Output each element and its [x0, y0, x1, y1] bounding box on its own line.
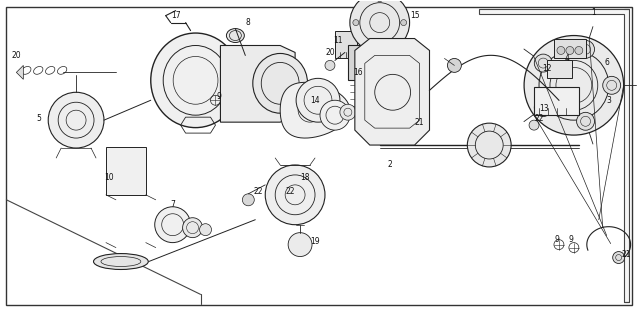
Circle shape [325, 60, 335, 70]
Text: 10: 10 [104, 174, 114, 182]
Text: 22: 22 [534, 114, 544, 123]
Circle shape [534, 54, 552, 72]
Circle shape [200, 224, 211, 236]
Circle shape [612, 252, 625, 263]
Text: 15: 15 [410, 11, 419, 20]
Circle shape [524, 35, 623, 135]
Circle shape [288, 233, 312, 257]
Circle shape [243, 194, 254, 206]
Polygon shape [280, 82, 350, 138]
Ellipse shape [227, 29, 244, 43]
Bar [547, 60, 572, 78]
Text: 9: 9 [554, 235, 559, 244]
Text: 11: 11 [333, 36, 342, 45]
Circle shape [353, 20, 359, 26]
Circle shape [557, 46, 565, 54]
Polygon shape [220, 45, 295, 122]
Text: 22: 22 [253, 187, 263, 196]
Text: 20: 20 [325, 48, 335, 57]
Text: 5: 5 [37, 114, 42, 123]
Bar [348, 45, 376, 80]
Text: 14: 14 [310, 96, 320, 105]
Circle shape [447, 58, 461, 72]
Text: 4: 4 [564, 54, 570, 63]
Bar [554, 39, 586, 58]
Circle shape [577, 112, 595, 130]
Circle shape [401, 20, 406, 26]
Text: 12: 12 [542, 64, 552, 73]
Circle shape [575, 46, 583, 54]
Bar [534, 87, 579, 115]
Text: 16: 16 [353, 68, 363, 77]
Ellipse shape [253, 53, 308, 113]
Text: 20: 20 [12, 51, 21, 60]
Circle shape [350, 0, 410, 53]
Circle shape [296, 78, 340, 122]
Bar [335, 30, 357, 58]
Circle shape [577, 40, 595, 58]
Circle shape [566, 46, 574, 54]
Circle shape [48, 92, 104, 148]
Circle shape [529, 120, 539, 130]
Text: 19: 19 [310, 237, 320, 246]
Text: 9: 9 [568, 235, 573, 244]
Circle shape [340, 104, 356, 120]
Circle shape [377, 44, 383, 49]
Text: 3: 3 [606, 96, 611, 105]
Text: 17: 17 [171, 11, 180, 20]
Text: 21: 21 [415, 118, 424, 127]
Text: 8: 8 [246, 18, 251, 27]
Polygon shape [355, 39, 429, 145]
Text: 1: 1 [591, 8, 596, 17]
Text: 2: 2 [387, 160, 392, 169]
Text: 21: 21 [622, 250, 632, 259]
Text: 9: 9 [216, 92, 221, 101]
Text: 13: 13 [539, 104, 549, 113]
Polygon shape [17, 65, 23, 79]
Circle shape [182, 218, 202, 238]
Ellipse shape [93, 253, 148, 270]
Polygon shape [479, 9, 628, 302]
Bar [106, 147, 146, 195]
Circle shape [155, 207, 191, 243]
Circle shape [467, 123, 511, 167]
Circle shape [320, 100, 350, 130]
Text: 18: 18 [300, 174, 310, 182]
Circle shape [603, 77, 621, 94]
Circle shape [534, 99, 552, 117]
Text: 6: 6 [604, 58, 609, 67]
Circle shape [265, 165, 325, 225]
Text: 22: 22 [285, 187, 295, 196]
Ellipse shape [151, 33, 241, 128]
Circle shape [377, 0, 383, 2]
Text: 7: 7 [170, 200, 175, 209]
